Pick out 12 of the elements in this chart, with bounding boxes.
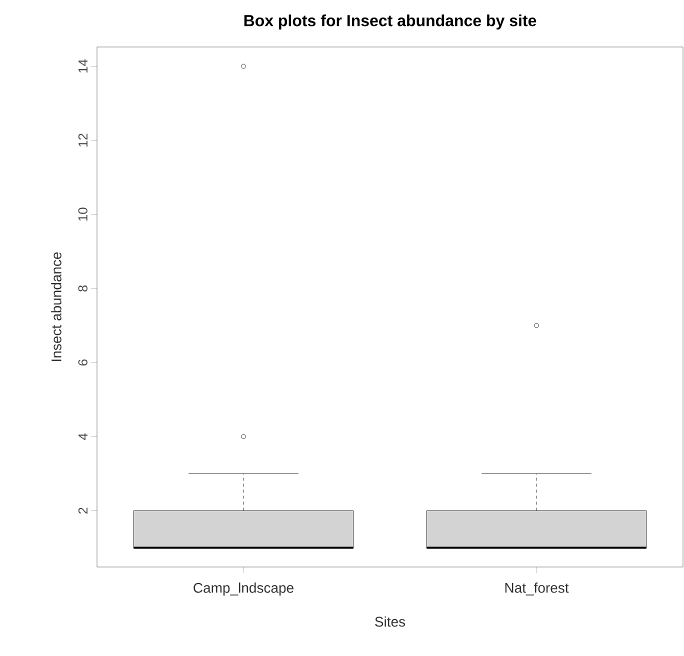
y-tick-label: 4 [78, 433, 88, 440]
y-tick-label: 10 [78, 208, 88, 221]
y-axis-title: Insect abundance [51, 252, 62, 361]
x-axis-title: Sites [375, 616, 406, 627]
y-tick-label: 2 [78, 508, 88, 514]
y-tick-label: 14 [78, 59, 88, 72]
x-tick-label: Camp_lndscape [194, 582, 294, 596]
chart-title: Box plots for Insect abundance by site [244, 14, 536, 30]
x-tick-label: Nat_forest [505, 582, 569, 596]
y-tick-label: 12 [78, 134, 88, 147]
y-tick-label: 8 [78, 285, 88, 292]
y-tick-label: 6 [78, 360, 88, 366]
